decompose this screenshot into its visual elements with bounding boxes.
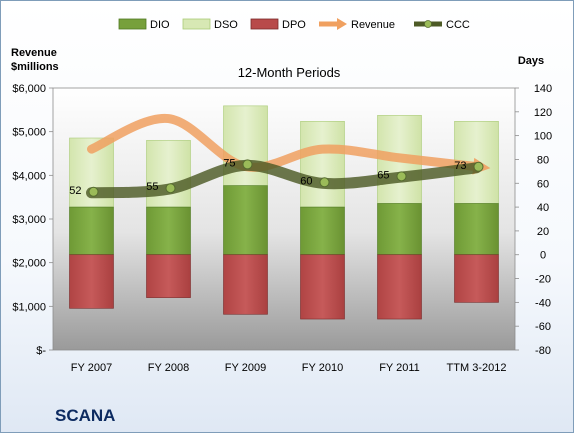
- dso-bar: [223, 105, 268, 186]
- left-tick-label: $2,000: [12, 258, 46, 270]
- company-name: SCANA: [55, 406, 116, 425]
- dpo-bar: [146, 254, 191, 298]
- left-tick-label: $5,000: [12, 127, 46, 139]
- category-label: TTM 3-2012: [447, 362, 507, 374]
- dpo-bar: [300, 254, 345, 320]
- dso-bar: [300, 121, 345, 208]
- ccc-point: [473, 161, 484, 172]
- dio-bar: [146, 206, 191, 256]
- right-tick-label: -40: [535, 297, 551, 309]
- ccc-data-label: 55: [146, 181, 158, 193]
- dso-bar: [146, 140, 191, 208]
- left-tick-label: $4,000: [12, 170, 46, 182]
- right-tick-label: 80: [537, 154, 549, 166]
- left-tick-label: $-: [36, 345, 46, 357]
- dpo-bar: [69, 254, 114, 309]
- dpo-bar: [223, 254, 268, 315]
- dpo-bar: [377, 254, 422, 320]
- category-label: FY 2007: [71, 362, 112, 374]
- left-tick-label: $3,000: [12, 214, 46, 226]
- dio-bar: [454, 203, 499, 256]
- dpo-bar: [454, 254, 499, 303]
- right-tick-label: 120: [534, 107, 552, 119]
- left-tick-label: $6,000: [12, 83, 46, 95]
- legend-swatch-dio: [118, 18, 147, 30]
- ccc-point: [165, 183, 176, 194]
- dio-bar: [223, 185, 268, 256]
- legend-label-dpo: DPO: [282, 19, 306, 31]
- ccc-data-label: 73: [454, 160, 466, 172]
- left-tick-label: $1,000: [12, 301, 46, 313]
- legend-label-dso: DSO: [214, 19, 238, 31]
- ccc-data-label: 65: [377, 169, 389, 181]
- right-tick-label: -20: [535, 274, 551, 286]
- dio-bar: [69, 206, 114, 256]
- revenue-line: [87, 114, 481, 172]
- right-tick-label: 20: [537, 226, 549, 238]
- legend-swatch-dso: [182, 18, 211, 30]
- legend-label-ccc: CCC: [446, 19, 470, 31]
- left-axis-label-line2: $millions: [11, 61, 59, 73]
- legend-swatch-ccc-dot: [424, 20, 432, 28]
- ccc-point: [319, 177, 330, 188]
- dio-bar: [377, 203, 422, 256]
- legend-swatch-dpo: [250, 18, 279, 30]
- right-axis-label: Days: [518, 55, 544, 67]
- category-label: FY 2009: [225, 362, 266, 374]
- category-label: FY 2010: [302, 362, 343, 374]
- category-label: FY 2008: [148, 362, 189, 374]
- legend-label-revenue: Revenue: [351, 19, 395, 31]
- right-tick-label: 0: [540, 250, 546, 262]
- legend-swatch-revenue-head: [337, 18, 347, 30]
- right-tick-label: 100: [534, 131, 552, 143]
- ccc-data-label: 52: [69, 185, 81, 197]
- right-tick-label: -80: [535, 345, 551, 357]
- right-tick-label: 140: [534, 83, 552, 95]
- ccc-data-label: 60: [300, 175, 312, 187]
- left-axis-label-line1: Revenue: [11, 47, 57, 59]
- right-tick-label: 60: [537, 178, 549, 190]
- ccc-point: [242, 159, 253, 170]
- right-tick-label: -60: [535, 321, 551, 333]
- ccc-point: [88, 186, 99, 197]
- ccc-point: [396, 171, 407, 182]
- category-label: FY 2011: [379, 362, 420, 374]
- chart-title: 12-Month Periods: [238, 65, 341, 80]
- plot-area: [52, 87, 516, 351]
- right-tick-label: 40: [537, 202, 549, 214]
- legend-label-dio: DIO: [150, 19, 170, 31]
- ccc-data-label: 75: [223, 157, 235, 169]
- dio-bar: [300, 206, 345, 256]
